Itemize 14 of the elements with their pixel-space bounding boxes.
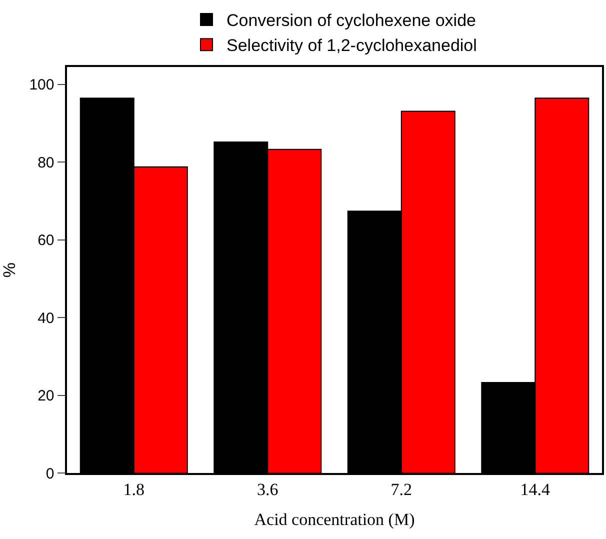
y-tick-label: 60 (38, 232, 54, 250)
x-tick-label: 7.2 (390, 480, 412, 500)
x-tick-label: 1.8 (123, 480, 145, 500)
y-tick-label: 40 (38, 310, 54, 327)
y-tick-label: 20 (38, 388, 54, 405)
x-axis-title: Acid concentration (M) (254, 510, 415, 530)
legend-label: Conversion of cyclohexene oxide (226, 11, 476, 30)
x-tick-label: 14.4 (520, 480, 551, 500)
y-tick-label: 80 (38, 154, 54, 172)
legend-label: Selectivity of 1,2-cyclohexanediol (226, 36, 477, 56)
y-tick-label: 0 (46, 465, 54, 482)
y-axis-title: % (0, 262, 19, 278)
y-tick-label: 100 (29, 76, 54, 94)
x-tick-label: 3.6 (257, 480, 278, 500)
